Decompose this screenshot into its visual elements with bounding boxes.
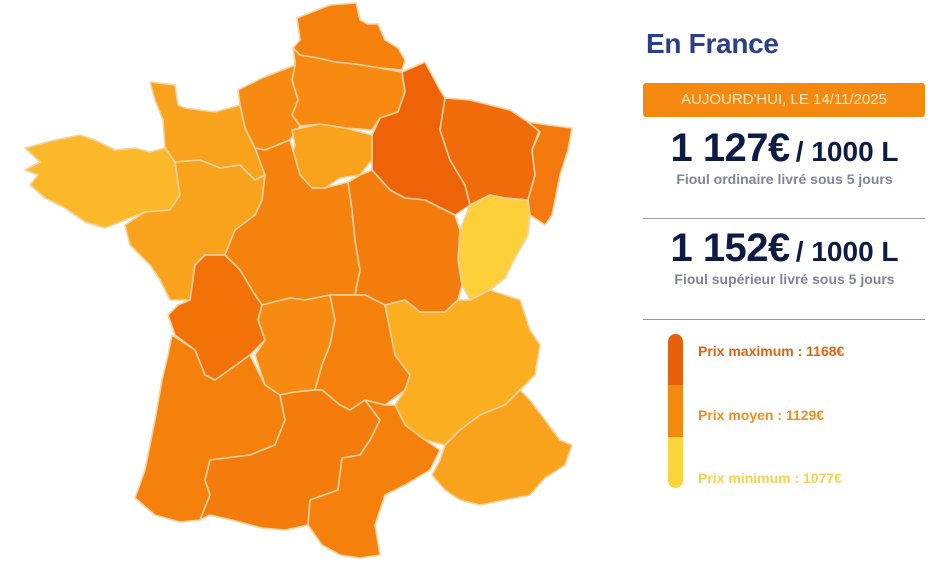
legend-min-label: Prix minimum : 1077€ <box>698 470 842 486</box>
price-ordinaire-unit: / 1000 L <box>795 136 899 167</box>
region-bourgogne[interactable] <box>347 169 463 313</box>
legend-color-bar <box>668 334 683 488</box>
price-ordinaire-amount: 1 127€ <box>670 126 790 170</box>
legend-swatch-mean <box>668 385 683 437</box>
price-superieur-unit: / 1000 L <box>795 236 899 267</box>
region-paca[interactable] <box>431 389 573 506</box>
legend-max-label: Prix maximum : 1168€ <box>698 343 845 359</box>
price-superieur: 1 152€/ 1000 L Fioul supérieur livré sou… <box>643 226 926 287</box>
date-banner: AUJOURD'HUI, LE 14/11/2025 <box>643 83 925 117</box>
legend-swatch-max <box>668 334 683 385</box>
divider <box>643 319 925 320</box>
legend-mean-label: Prix moyen : 1129€ <box>698 407 825 423</box>
price-ordinaire-description: Fioul ordinaire livré sous 5 jours <box>676 171 893 187</box>
price-ordinaire: 1 127€/ 1000 L Fioul ordinaire livré sou… <box>643 126 926 187</box>
region-franche-comte[interactable] <box>457 194 531 301</box>
region-languedoc-roussillon[interactable] <box>307 399 441 559</box>
panel-title: En France <box>646 28 779 59</box>
divider <box>643 218 925 219</box>
france-price-map <box>24 2 573 559</box>
region-alsace[interactable] <box>527 121 573 226</box>
legend-swatch-min <box>668 437 683 488</box>
price-superieur-amount: 1 152€ <box>670 226 790 270</box>
price-superieur-description: Fioul supérieur livré sous 5 jours <box>674 271 895 287</box>
